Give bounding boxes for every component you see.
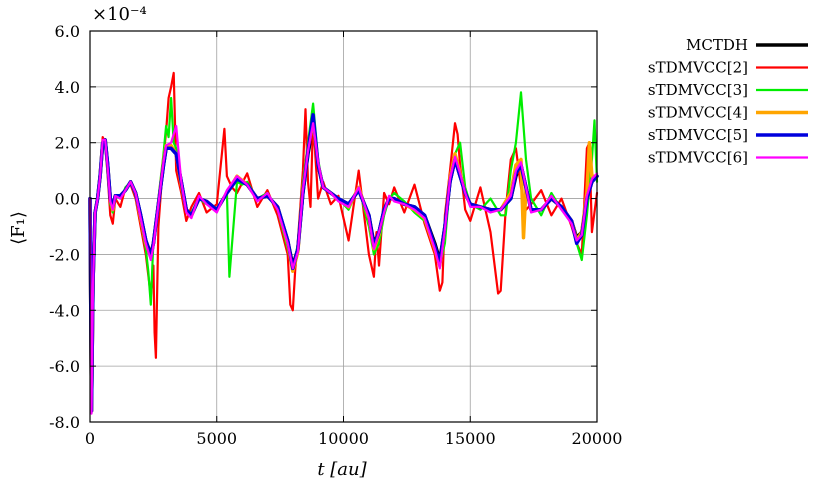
x-tick-label: 10000 (318, 429, 369, 448)
legend: MCTDH sTDMVCC[2] sTDMVCC[3] sTDMVCC[4] sTDMV… (648, 36, 808, 167)
legend-label: sTDMVCC[2] (648, 59, 748, 77)
legend-label: MCTDH (686, 36, 748, 54)
y-tick-labels: 6.0 4.0 2.0 0.0 -2.0 -4.0 -6.0 -8.0 (49, 22, 80, 432)
x-tick-label: 20000 (572, 429, 623, 448)
y-tick-label: -2.0 (49, 245, 80, 264)
y-axis-label: ⟨F₁⟩ (8, 211, 29, 245)
legend-label: sTDMVCC[4] (648, 104, 748, 122)
y-tick-label: 0.0 (55, 190, 80, 209)
series-lines (88, 71, 599, 415)
y-tick-label: -6.0 (49, 357, 80, 376)
y-exponent-label: ×10⁻⁴ (92, 4, 147, 25)
y-tick-label: -8.0 (49, 413, 80, 432)
x-tick-label: 0 (85, 429, 95, 448)
y-tick-label: 4.0 (55, 78, 80, 97)
legend-label: sTDMVCC[3] (648, 81, 748, 99)
y-tick-label: -4.0 (49, 301, 80, 320)
series-line-stdmvcc-6 (88, 122, 599, 415)
x-axis-label: t [au] (317, 459, 367, 480)
axis-ticks (89, 30, 598, 423)
legend-label: sTDMVCC[5] (648, 126, 748, 144)
x-tick-label: 15000 (445, 429, 496, 448)
legend-label: sTDMVCC[6] (648, 149, 748, 167)
x-tick-labels: 0 5000 10000 15000 20000 (85, 429, 623, 448)
y-tick-label: 2.0 (55, 134, 80, 153)
x-tick-label: 5000 (196, 429, 237, 448)
y-tick-label: 6.0 (55, 22, 80, 41)
grid-lines (90, 31, 597, 422)
